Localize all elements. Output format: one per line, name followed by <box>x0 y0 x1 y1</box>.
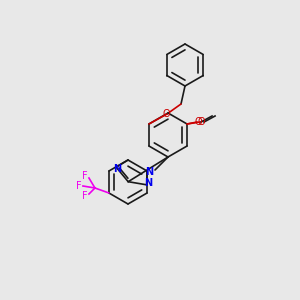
Text: F: F <box>82 171 88 181</box>
Text: N: N <box>113 164 121 174</box>
Text: F: F <box>82 191 88 201</box>
Text: N: N <box>145 167 153 177</box>
Text: O: O <box>162 109 170 119</box>
Text: N: N <box>144 178 152 188</box>
Text: O: O <box>197 117 205 127</box>
Text: F: F <box>76 181 82 191</box>
Text: O: O <box>194 117 202 127</box>
